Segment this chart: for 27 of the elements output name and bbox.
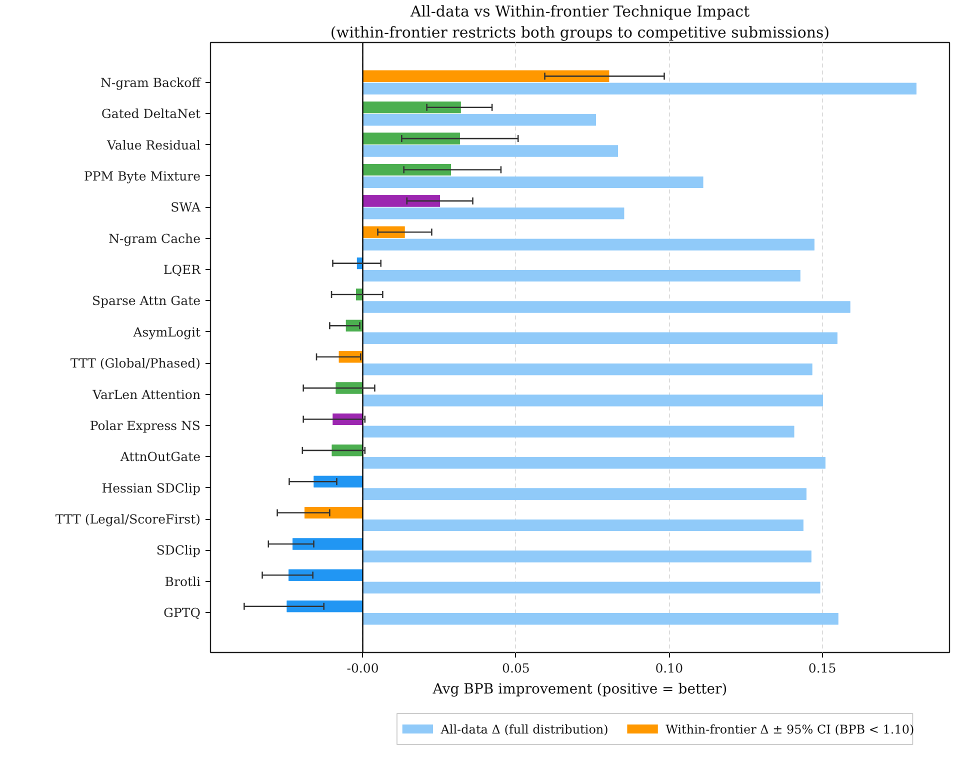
y-tick-label: PPM Byte Mixture — [84, 168, 201, 184]
y-tick-label: LQER — [163, 262, 202, 278]
y-tick-label: Sparse Attn Gate — [92, 293, 200, 308]
y-tick-label: Brotli — [164, 574, 201, 589]
y-tick-label: TTT (Global/Phased) — [70, 356, 201, 371]
y-tick-label: GPTQ — [164, 605, 201, 620]
legend-label: Within-frontier Δ ± 95% CI (BPB < 1.10) — [666, 722, 914, 736]
y-tick-label: SWA — [170, 200, 202, 215]
y-tick-label: N-gram Backoff — [100, 74, 202, 90]
y-tick-label: N-gram Cache — [108, 230, 201, 246]
x-tick-label: -0.00 — [346, 660, 379, 676]
chart-title: All-data vs Within-frontier Technique Impact — [409, 2, 750, 20]
y-tick-label: Gated DeltaNet — [101, 106, 201, 122]
y-tick-label: VarLen Attention — [92, 386, 201, 402]
y-tick-label: AsymLogit — [132, 324, 201, 340]
x-tick-label: 0.15 — [808, 660, 836, 676]
y-tick-label: SDClip — [156, 542, 201, 558]
x-axis-title: Avg BPB improvement (positive = better) — [432, 682, 728, 698]
y-tick-label: Hessian SDClip — [102, 480, 200, 496]
y-tick-label: Value Residual — [106, 137, 201, 152]
y-tick-label: TTT (Legal/ScoreFirst) — [55, 512, 201, 527]
legend-label: All-data Δ (full distribution) — [440, 722, 608, 736]
x-tick-label: 0.10 — [655, 660, 684, 676]
y-tick-label: Polar Express NS — [90, 418, 201, 433]
chart-subtitle: (within-frontier restricts both groups to competitive submissions) — [330, 24, 830, 42]
x-tick-label: 0.05 — [502, 660, 530, 676]
y-tick-label: AttnOutGate — [119, 449, 201, 464]
